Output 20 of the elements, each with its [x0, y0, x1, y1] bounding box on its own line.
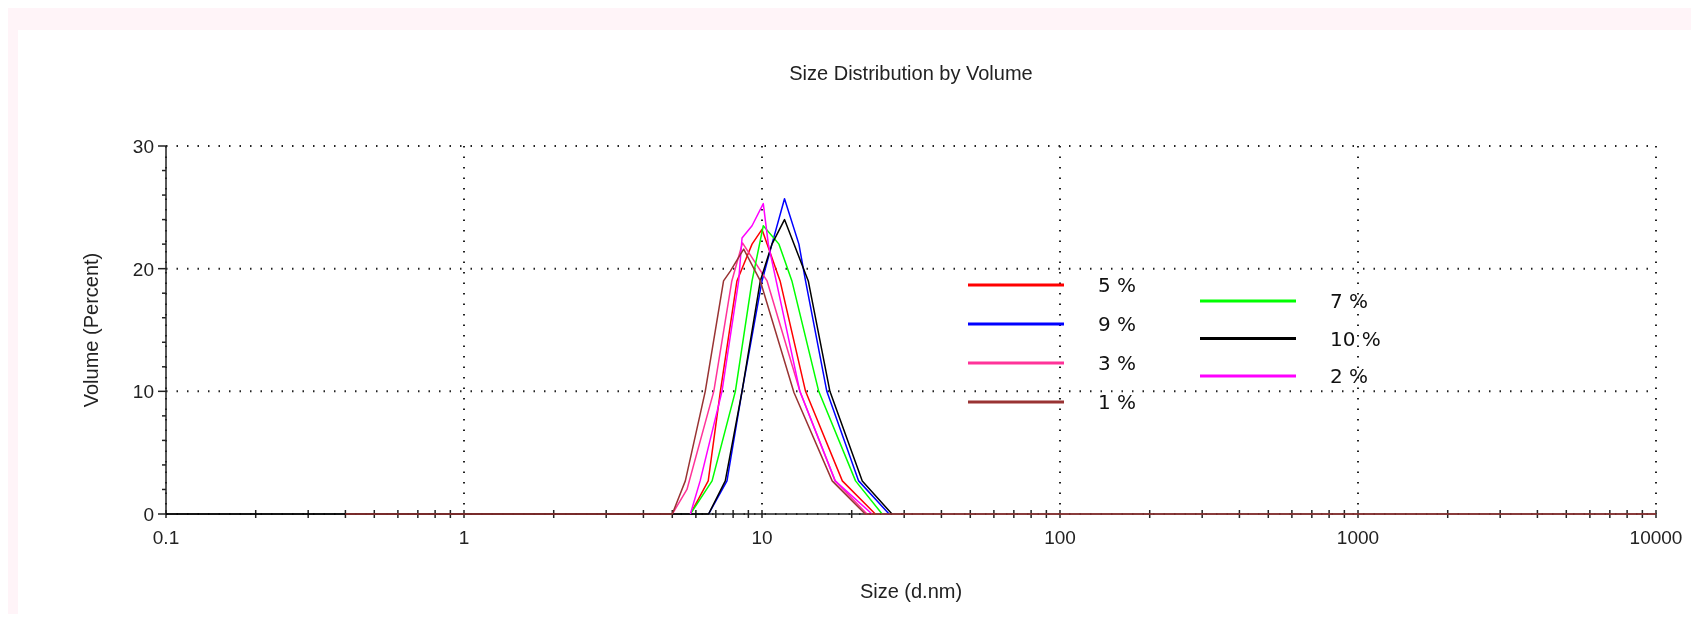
y-tick-label: 20 — [132, 258, 154, 280]
legend-label: 7 % — [1330, 289, 1369, 313]
chart-title: Size Distribution by Volume — [789, 62, 1033, 84]
y-tick-label: 10 — [132, 381, 154, 403]
y-tick-label: 0 — [143, 504, 154, 525]
x-tick-label: 100 — [1044, 527, 1076, 548]
legend-label: 3 % — [1098, 351, 1137, 375]
x-axis-title: Size (d.nm) — [859, 580, 963, 602]
legend-label: 5 % — [1098, 273, 1137, 297]
legend-label: 10 % — [1330, 326, 1381, 351]
x-tick-label: 1 — [458, 527, 470, 548]
x-tick-label: 10 — [751, 527, 773, 548]
legend-label: 9 % — [1098, 312, 1137, 336]
x-tick-label: 1000 — [1336, 527, 1380, 548]
legend-label: 1 % — [1098, 390, 1137, 414]
x-tick-label: 10000 — [1629, 527, 1683, 548]
y-axis-title: Volume (Percent) — [80, 252, 102, 408]
legend-label: 2 % — [1330, 364, 1369, 388]
y-tick-label: 30 — [132, 136, 154, 157]
x-tick-label: 0.1 — [152, 527, 180, 548]
